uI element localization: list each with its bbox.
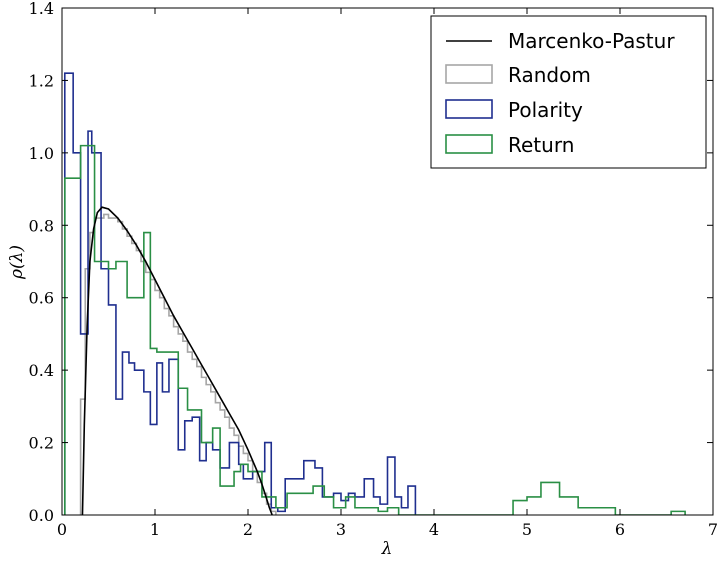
y-tick-label: 0.6 — [29, 289, 54, 308]
series-return — [63, 144, 686, 515]
legend-label-marcenko-pastur: Marcenko-Pastur — [508, 29, 675, 53]
x-tick-label: 3 — [336, 520, 346, 539]
legend-swatch-polarity — [445, 99, 493, 119]
legend-label-polarity: Polarity — [508, 98, 583, 122]
y-tick-label: 0.0 — [29, 506, 54, 525]
series-marcenko-pastur — [81, 206, 273, 515]
legend-swatch-return — [445, 134, 493, 154]
legend-label-return: Return — [508, 133, 574, 157]
y-tick-label: 0.4 — [29, 361, 54, 380]
y-tick-label: 0.8 — [29, 216, 54, 235]
y-tick-label: 1.0 — [29, 144, 54, 163]
x-tick-label: 4 — [429, 520, 439, 539]
plot-frame — [61, 7, 714, 516]
y-tick-label: 0.2 — [29, 434, 54, 453]
legend: Marcenko-Pastur Random Polarity Return — [430, 15, 707, 169]
y-tick-label: 1.4 — [29, 0, 54, 18]
x-tick-label: 6 — [615, 520, 625, 539]
series-polarity — [63, 72, 417, 515]
x-tick-label: 1 — [150, 520, 160, 539]
x-axis-label: λ — [381, 539, 393, 559]
x-tick-label: 0 — [57, 520, 67, 539]
x-tick-label: 5 — [522, 520, 532, 539]
legend-label-random: Random — [508, 63, 591, 87]
y-tick-label: 1.2 — [29, 71, 54, 90]
y-axis-label: ρ(λ) — [7, 245, 27, 280]
x-tick-label: 2 — [243, 520, 253, 539]
series-layer — [63, 72, 686, 515]
x-tick-label: 7 — [708, 520, 718, 539]
legend-swatch-random — [445, 64, 493, 84]
ticks-layer: 0 1 2 3 4 5 6 7 0.0 0.2 0.4 0.6 0.8 1.0 1.2 1.4 — [29, 0, 719, 539]
